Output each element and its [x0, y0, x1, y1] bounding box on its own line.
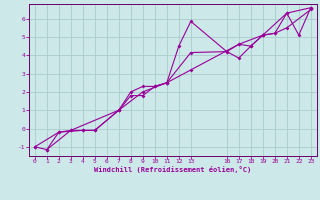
X-axis label: Windchill (Refroidissement éolien,°C): Windchill (Refroidissement éolien,°C): [94, 166, 252, 173]
